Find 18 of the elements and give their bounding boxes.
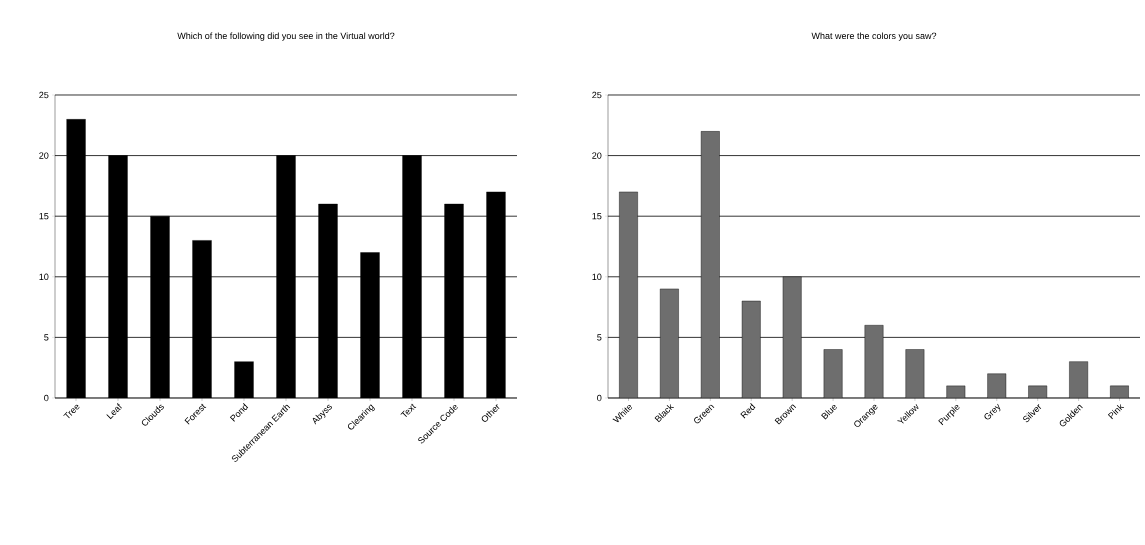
y-tick-label: 0 [597,394,602,402]
y-tick-label: 20 [592,152,602,159]
y-tick-label: 15 [592,213,602,220]
y-tick-label: 20 [39,152,49,159]
x-tick-label: Blue [821,404,837,420]
x-tick-label: Tree [63,404,80,419]
x-tick-label: Text [400,403,417,418]
y-tick-label: 25 [592,91,602,99]
y-tick-label: 10 [592,273,602,280]
x-tick-label: Pink [1107,404,1125,420]
y-tick-label: 5 [44,334,49,341]
y-tick-label: 15 [39,213,49,220]
chart-title: Which of the following did you see in the Virtual world? [177,32,395,41]
y-tick-label: 25 [39,91,49,99]
chart-title: What were the colors you saw? [811,32,937,41]
y-tick-label: 10 [39,273,49,280]
y-tick-label: 0 [44,394,49,402]
y-tick-label: 5 [597,334,602,341]
